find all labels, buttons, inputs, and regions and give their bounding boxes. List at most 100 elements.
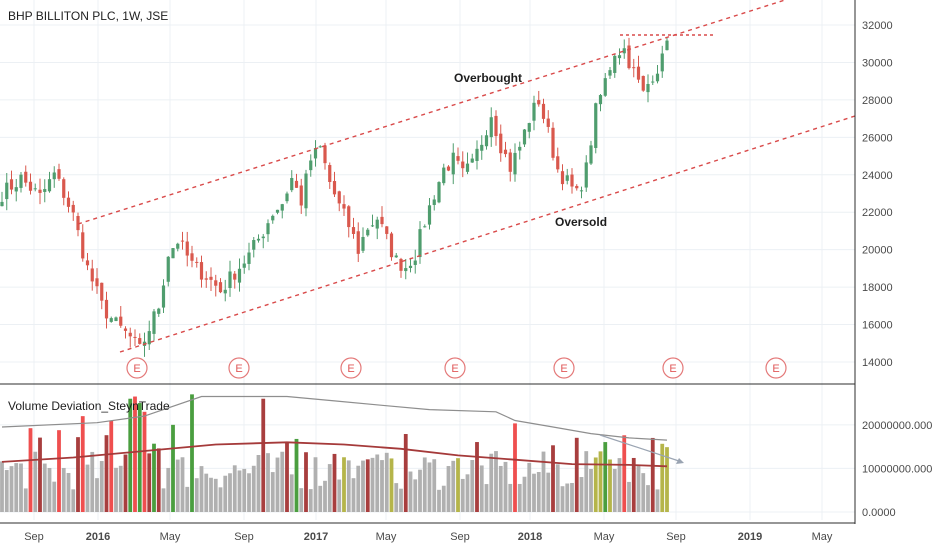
candle-body (309, 160, 313, 171)
candle-body (271, 215, 275, 221)
volume-bar (76, 437, 80, 512)
volume-bar (446, 466, 451, 512)
candle-body (375, 219, 379, 229)
volume-bar (61, 467, 66, 512)
volume-bar (470, 460, 475, 512)
volume-bar (308, 489, 313, 512)
candle-body (418, 229, 422, 258)
event-circle (340, 357, 362, 379)
volume-lines (1, 395, 684, 468)
candle-body (579, 190, 584, 192)
volume-bar (389, 458, 394, 512)
candle-body (24, 171, 28, 183)
candle-body (180, 240, 185, 242)
volume-bar (232, 465, 237, 512)
event-marker[interactable]: E (765, 357, 787, 379)
candle-body (328, 165, 332, 182)
volume-bar (128, 398, 133, 512)
candle-body (489, 117, 493, 138)
volume-bar (655, 489, 660, 512)
volume-bar (565, 483, 570, 512)
event-marker[interactable]: E (340, 357, 362, 379)
candle-body (617, 55, 622, 59)
volume-bar (4, 470, 9, 512)
volume-bar (370, 457, 375, 512)
volume-bar (247, 473, 251, 512)
volume-bar (42, 463, 47, 512)
candle-body (641, 75, 645, 91)
candle-body (508, 152, 512, 172)
volume-bar (33, 451, 38, 512)
volume-bar (152, 443, 156, 512)
candle-body (380, 216, 384, 225)
x-tick-label: 2017 (304, 531, 328, 543)
event-circle (765, 357, 787, 379)
candle-body (432, 199, 436, 205)
event-label: E (560, 363, 567, 375)
candle-body (43, 189, 47, 192)
y-tick-label: 20000 (862, 245, 893, 257)
event-marker[interactable]: E (662, 357, 684, 379)
candle-body (19, 174, 23, 188)
candle-body (546, 118, 550, 127)
candle-body (247, 252, 251, 264)
candle-body (128, 332, 132, 337)
volume-bar (147, 453, 152, 512)
candle-body (389, 233, 394, 258)
candle-body (655, 73, 660, 82)
volume-bar (213, 478, 218, 512)
candle-body (451, 152, 455, 175)
candle-body (152, 311, 156, 334)
vol-y-tick-label: 20000000.0000 (862, 420, 932, 432)
event-marker[interactable]: E (553, 357, 575, 379)
event-marker[interactable]: E (228, 357, 250, 379)
volume-bar (109, 420, 114, 512)
candle-body (532, 102, 536, 121)
candle-body (28, 181, 33, 191)
volume-bar (156, 448, 161, 512)
volume-bar (522, 476, 527, 512)
candle-body (199, 262, 204, 280)
volume-bar (323, 480, 327, 512)
candle-body (52, 172, 56, 180)
volume-bar (327, 464, 332, 512)
volume-bar (28, 428, 33, 512)
candle-body (646, 84, 650, 93)
labels: BHP BILLITON PLC, 1W, JSE Overbought Ove… (8, 9, 607, 413)
volume-bar (399, 488, 403, 512)
candle-body (366, 229, 370, 236)
candle-body (147, 331, 151, 345)
volume-bar (574, 437, 579, 512)
volume-bar (133, 396, 137, 512)
volume-bar (237, 470, 242, 512)
candle-body (404, 268, 408, 272)
volume-bar (375, 454, 380, 512)
volume-bar (494, 451, 498, 512)
volume-bar (104, 435, 109, 512)
vol-y-tick-label: 10000000.0000 (862, 463, 932, 475)
volume-bar (228, 473, 232, 512)
axes (0, 0, 856, 524)
y-tick-label: 32000 (862, 20, 893, 32)
y-tick-label: 16000 (862, 320, 893, 332)
event-marker[interactable]: E (444, 357, 466, 379)
candle-body (119, 316, 123, 326)
candle-body (446, 166, 451, 171)
event-circle (228, 357, 250, 379)
event-marker[interactable]: E (126, 357, 148, 379)
volume-bar (475, 442, 479, 512)
candle-body (442, 167, 446, 184)
volume-bar (118, 465, 123, 512)
volume-bar (280, 451, 285, 512)
volume-bar (90, 451, 95, 512)
candle-body (660, 53, 664, 72)
volume-bar (137, 403, 142, 512)
event-label: E (772, 363, 779, 375)
volume-bar (365, 459, 370, 512)
x-tick-label: May (812, 531, 833, 543)
candle-body (475, 148, 479, 161)
candle-body (480, 144, 484, 151)
volume-bar (9, 466, 14, 512)
candle-body (494, 115, 498, 137)
